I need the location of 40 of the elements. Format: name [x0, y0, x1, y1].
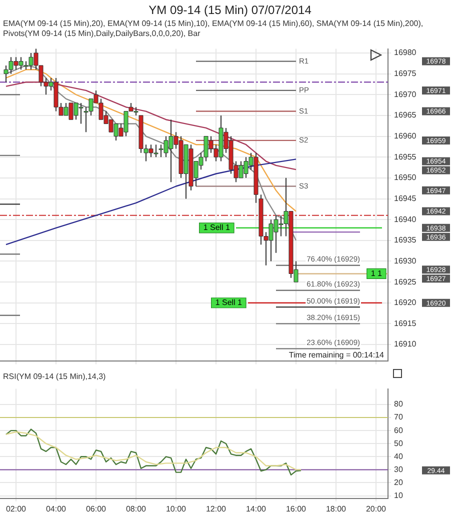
y-tick-label: 80: [394, 400, 404, 409]
y-tick-label: 16925: [394, 277, 417, 286]
y-tick-label: 16915: [394, 318, 417, 328]
y-tick-label: 16955: [394, 152, 417, 162]
y-tick-label: 70: [394, 412, 404, 422]
y-tick-label: 16910: [394, 340, 417, 349]
y-tick-label: 16945: [394, 194, 417, 203]
x-tick-label: 18:00: [326, 504, 347, 514]
chart-subtitle: EMA(YM 09-14 (15 Min),20), EMA(YM 09-14 (15 Min),10), EMA(YM 09-14 (15 Min),60), SMA(YM 09-14 (15 Min),200), Pivots(YM 09-14 (15 Min),Daily,DailyBars,0,0,0,20), Bar: [2, 19, 424, 40]
y-tick-label: 16930: [394, 256, 417, 266]
y-tick-label: 16965: [394, 110, 417, 120]
x-tick-label: 16:00: [286, 504, 307, 514]
y-tick-label: 16960: [394, 131, 417, 140]
y-tick-label: 16940: [394, 214, 417, 224]
y-tick-label: 16970: [394, 90, 417, 99]
y-tick-label: 16950: [394, 173, 417, 182]
y-tick-label: 16920: [394, 298, 417, 308]
y-tick-label: 50: [394, 438, 404, 448]
x-tick-label: 08:00: [126, 504, 147, 514]
annotation: 1 Sell 1: [203, 223, 231, 232]
y-tick-label: 10: [394, 490, 404, 500]
y-tick-label: 16935: [394, 236, 417, 245]
y-tick-label: 16980: [394, 48, 417, 58]
annotation: Time remaining = 00:14:14: [288, 350, 385, 360]
y-tick-label: 40: [394, 452, 404, 461]
x-tick-label: 06:00: [86, 504, 107, 514]
x-tick-label: 14:00: [246, 504, 267, 514]
annotation: 1 1: [370, 268, 383, 278]
y-tick-label: 30: [394, 464, 404, 474]
y-tick-label: 60: [394, 426, 404, 435]
x-tick-label: 04:00: [46, 504, 67, 514]
y-tick-label: 20: [394, 478, 404, 487]
x-tick-label: 02:00: [6, 504, 27, 514]
chart-title: RSI(YM 09-14 (15 Min),14,3): [2, 371, 107, 381]
x-tick-label: 10:00: [166, 504, 187, 514]
y-tick-label: 16975: [394, 68, 417, 78]
x-tick-label: 12:00: [206, 504, 227, 514]
chart-title: YM 09-14 (15 Min) 07/07/2014: [148, 2, 312, 19]
annotation: 1 Sell 1: [215, 298, 243, 308]
x-tick-label: 20:00: [366, 504, 387, 514]
